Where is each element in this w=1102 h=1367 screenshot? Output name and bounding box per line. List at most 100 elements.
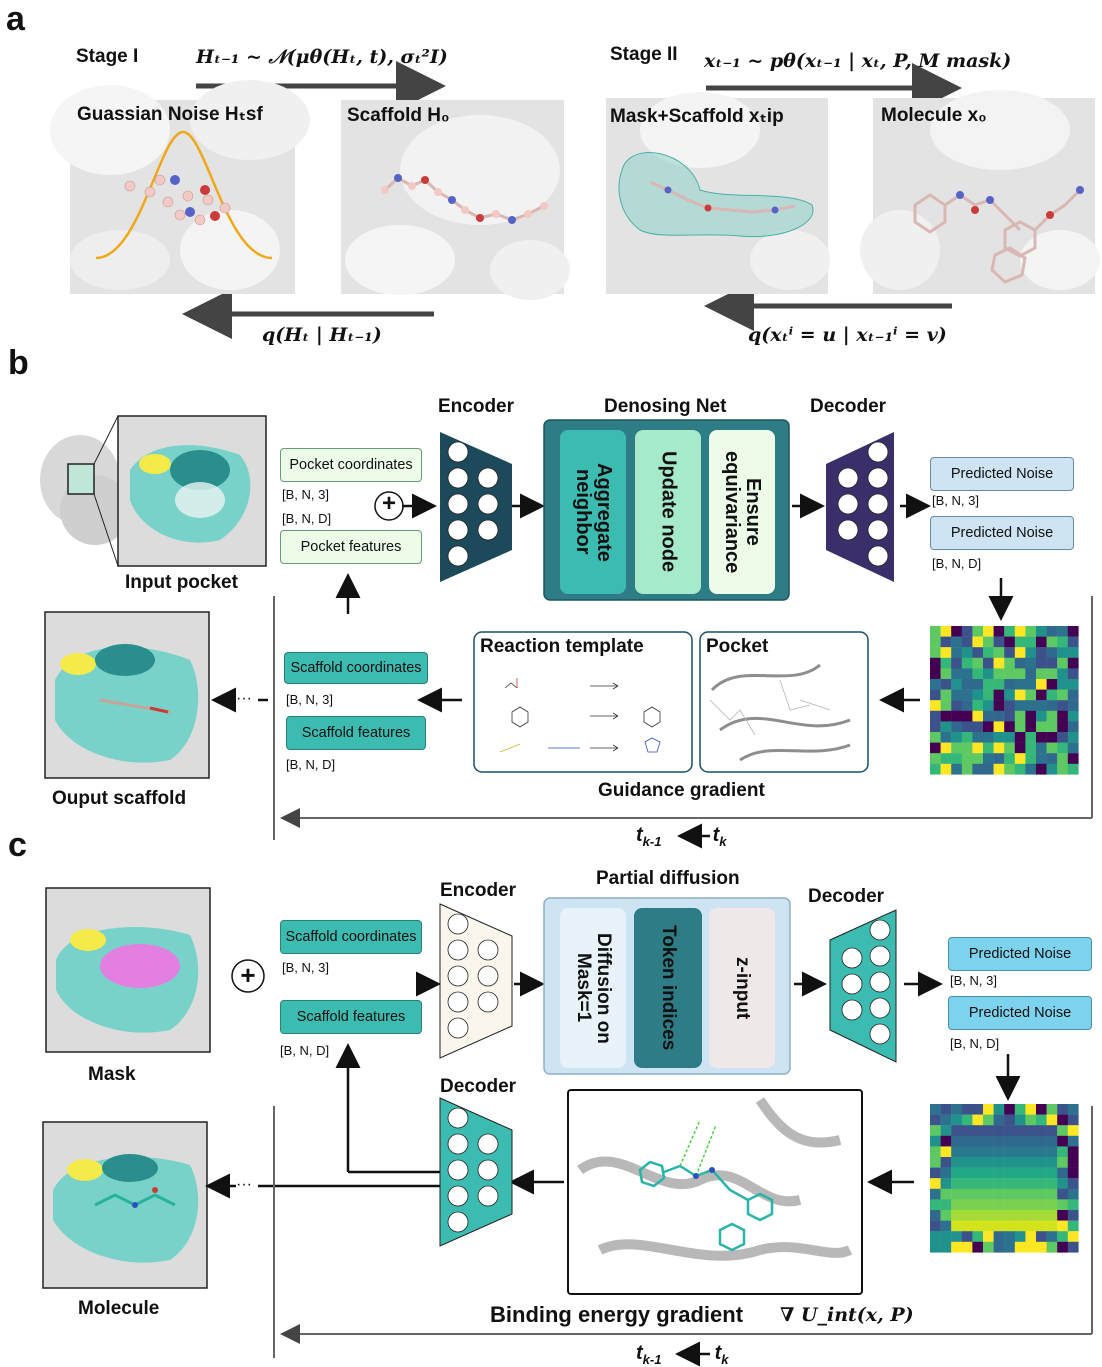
heatmap-cell: [1025, 763, 1037, 775]
heatmap-cell: [1067, 657, 1079, 669]
heatmap-cell: [1057, 679, 1068, 690]
guassian-noise-label: Guassian Noise Hₜsf: [77, 104, 263, 125]
heatmap-cell: [1025, 1241, 1037, 1253]
heatmap-cell: [1014, 1241, 1026, 1253]
plus-sign-b: +: [381, 490, 396, 517]
reaction-template-box: [473, 631, 693, 773]
binding-energy-formula: ∇ U_int(x, P): [780, 1304, 914, 1326]
heatmap-cell: [1025, 1210, 1037, 1221]
heatmap-cell: [1036, 1178, 1047, 1189]
heatmap-cell: [1036, 1188, 1047, 1200]
heatmap-cell: [1067, 689, 1079, 701]
heatmap-cell: [1057, 1104, 1068, 1115]
heatmap-cell: [1067, 763, 1079, 775]
heatmap-cell: [940, 1135, 952, 1147]
heatmap-cell: [930, 636, 941, 648]
heatmap-cell: [1014, 753, 1026, 764]
heatmap-cell: [1025, 1146, 1037, 1158]
heatmap-cell: [1057, 1210, 1068, 1221]
heatmap-cell: [1057, 1125, 1068, 1136]
heatmap-cell: [1014, 1114, 1026, 1126]
heatmap-cell: [1067, 1157, 1079, 1168]
heatmap-cell: [951, 1241, 962, 1253]
heatmap-cell: [1067, 1114, 1079, 1126]
encoder-network-b: [440, 432, 512, 582]
heatmap-cell: [1004, 1231, 1015, 1242]
heatmap-cell: [993, 1199, 1005, 1211]
heatmap-cell: [972, 1104, 984, 1115]
heatmap-cell: [1046, 1146, 1058, 1158]
heatmap-cell: [940, 1178, 952, 1189]
mask-scaffold-image: [606, 92, 830, 294]
heatmap-cell: [951, 1146, 962, 1158]
heatmap-cell: [1014, 1220, 1026, 1232]
heatmap-cell: [993, 679, 1005, 690]
heatmap-cell: [972, 657, 984, 669]
heatmap-cell: [983, 710, 994, 722]
heatmap-cell: [993, 753, 1005, 764]
heatmap-cell: [930, 710, 941, 722]
heatmap-cell: [1046, 1220, 1058, 1232]
heatmap-cell: [983, 647, 994, 658]
heatmap-cell: [983, 1104, 994, 1115]
time-step-to-c: t: [714, 1342, 722, 1364]
heatmap-cell: [1004, 753, 1015, 764]
encoder-label-c: Encoder: [440, 880, 517, 901]
reaction-schemes: [499, 678, 661, 753]
heatmap-cell: [961, 1231, 973, 1242]
heatmap-cell: [1036, 1125, 1047, 1136]
heatmap-cell: [930, 721, 941, 733]
heatmap-cell: [1067, 647, 1079, 658]
heatmap-cell: [930, 626, 941, 637]
time-step-to-sub-c: k: [721, 1352, 729, 1367]
heatmap-cell: [951, 689, 962, 701]
heatmap-cell: [983, 668, 994, 680]
heatmap-cell: [993, 626, 1005, 637]
heatmap-cell: [972, 721, 984, 733]
stage-1-title: Stage I: [76, 46, 139, 67]
heatmap-cell: [1014, 679, 1026, 690]
heatmap-cell: [930, 1188, 941, 1200]
heatmap-cell: [1067, 626, 1079, 637]
mask-image: [45, 887, 211, 1053]
heatmap-cell: [972, 1114, 984, 1126]
pocket-box: [699, 631, 869, 773]
heatmap-cell: [1057, 1188, 1068, 1200]
heatmap-cell: [951, 636, 962, 648]
heatmap-cell: [1036, 1114, 1047, 1126]
time-step-from-sub-b: k-1: [642, 834, 662, 849]
heatmap-cell: [940, 763, 952, 775]
heatmap-cell: [1067, 1220, 1079, 1232]
heatmap-cell: [972, 1146, 984, 1158]
heatmap-cell: [1046, 626, 1058, 637]
predicted-noise-coord-box-b: Predicted Noise: [930, 457, 1074, 491]
encoder-network-c: [439, 903, 513, 1059]
heatmap-cell: [1004, 1104, 1015, 1115]
scaffold-features-box-b: Scaffold features: [286, 716, 426, 750]
heatmap-cell: [972, 1167, 984, 1179]
scaffold-features-dim-b: [B, N, D]: [286, 757, 336, 772]
decoder-network-b: [826, 432, 894, 582]
heatmap-cell: [1004, 1157, 1015, 1168]
scaffold-coordinates-dim-c: [B, N, 3]: [282, 960, 329, 975]
heatmap-cell: [930, 1135, 941, 1147]
aggregate-neighbor-block: Aggregate neighbor: [560, 430, 626, 594]
heatmap-cell: [1036, 689, 1047, 701]
heatmap-cell: [1025, 732, 1037, 743]
heatmap-cell: [1025, 636, 1037, 648]
update-node-block: Update node: [635, 430, 701, 594]
heatmap-cell: [983, 1157, 994, 1168]
output-scaffold-image: [44, 611, 210, 779]
heatmap-cell: [983, 636, 994, 648]
heatmap-cell: [1025, 721, 1037, 733]
stage-2-reverse-formula: q(xₜⁱ = u | xₜ₋₁ⁱ = v): [748, 324, 947, 346]
heatmap-cell: [930, 1220, 941, 1232]
heatmap-cell: [993, 732, 1005, 743]
heatmap-cell: [1036, 1157, 1047, 1168]
heatmap-cell: [961, 742, 973, 754]
heatmap-cell: [951, 721, 962, 733]
heatmap-cell: [1025, 1167, 1037, 1179]
heatmap-cell: [951, 1135, 962, 1147]
heatmap-cell: [1046, 668, 1058, 680]
heatmap-cell: [1067, 636, 1079, 648]
